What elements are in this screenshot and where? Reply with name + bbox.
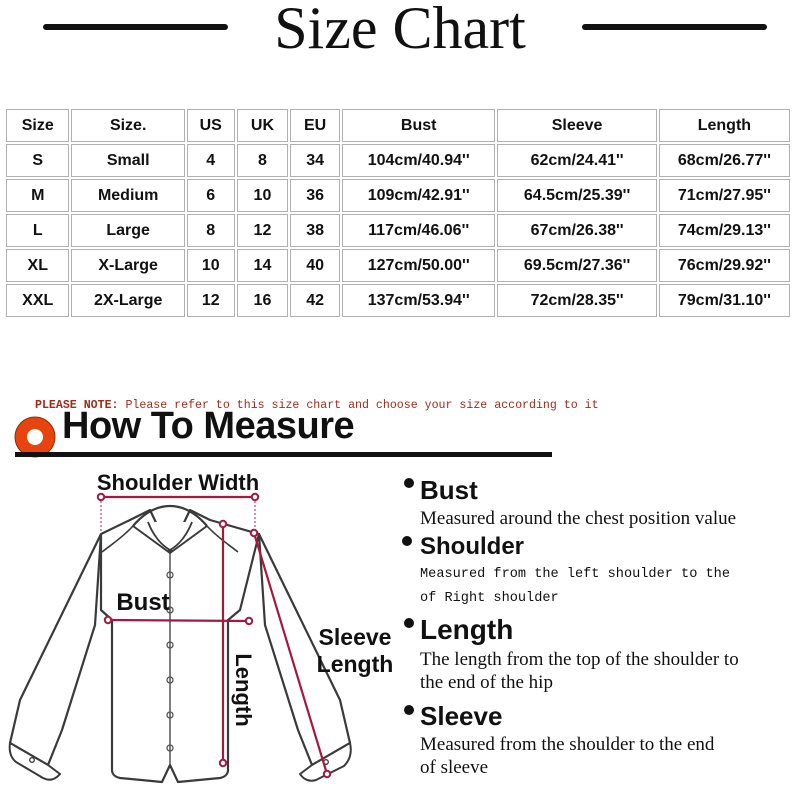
svg-text:Length: Length (231, 653, 256, 726)
svg-text:Shoulder Width: Shoulder Width (97, 470, 259, 495)
svg-text:Bust: Bust (116, 589, 169, 616)
svg-text:Sleeve: Sleeve (319, 624, 392, 650)
svg-text:Length: Length (317, 651, 394, 677)
